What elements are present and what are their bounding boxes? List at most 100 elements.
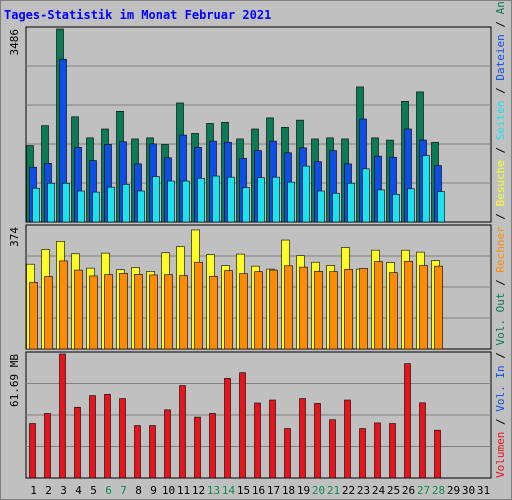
bar-rechner-day-22 — [344, 269, 353, 350]
bar-volumen-day-23 — [359, 428, 366, 479]
bar-volumen-day-5 — [89, 395, 96, 479]
x-tick-29: 29 — [447, 484, 460, 497]
bar-rechner-day-10 — [164, 274, 173, 350]
bar-seiten-day-16 — [257, 177, 265, 223]
bar-volumen-day-9 — [149, 425, 156, 479]
x-tick-16: 16 — [252, 484, 265, 497]
bar-seiten-day-4 — [77, 190, 85, 223]
bar-seiten-day-23 — [362, 168, 370, 223]
x-tick-10: 10 — [162, 484, 175, 497]
bar-seiten-day-19 — [302, 165, 310, 223]
bar-seiten-day-2 — [47, 182, 55, 223]
x-tick-25: 25 — [387, 484, 400, 497]
x-tick-11: 11 — [177, 484, 190, 497]
bar-seiten-day-22 — [347, 182, 355, 223]
right-legend-item: Rechner — [494, 226, 507, 273]
right-legend-item: / — [494, 140, 507, 160]
x-tick-30: 30 — [462, 484, 475, 497]
bar-rechner-day-5 — [89, 275, 98, 350]
x-tick-28: 28 — [432, 484, 445, 497]
bar-seiten-day-18 — [287, 181, 295, 223]
x-tick-19: 19 — [297, 484, 310, 497]
bar-volumen-day-16 — [254, 402, 261, 479]
bar-seiten-day-3 — [62, 182, 70, 223]
bar-seiten-day-11 — [182, 180, 190, 223]
x-tick-5: 5 — [90, 484, 97, 497]
bar-rechner-day-11 — [179, 275, 188, 350]
bar-volumen-day-21 — [329, 419, 336, 479]
bar-rechner-day-9 — [149, 274, 158, 350]
bar-rechner-day-13 — [209, 275, 218, 350]
x-tick-20: 20 — [312, 484, 325, 497]
x-tick-17: 17 — [267, 484, 280, 497]
bar-volumen-day-11 — [179, 385, 186, 479]
bar-rechner-day-6 — [104, 274, 113, 350]
right-legend: Volumen / Vol. In / Vol. Out / Rechner /… — [494, 0, 507, 478]
y-max-label-hits: 3486 — [8, 29, 21, 56]
x-tick-24: 24 — [372, 484, 386, 497]
x-tick-12: 12 — [192, 484, 205, 497]
bar-rechner-day-4 — [74, 269, 83, 350]
bar-seiten-day-17 — [272, 176, 280, 223]
right-legend-item: / — [494, 412, 507, 432]
bar-volumen-day-1 — [29, 423, 36, 479]
right-legend-item: / — [494, 81, 507, 101]
bar-volumen-day-20 — [314, 403, 321, 479]
bar-seiten-day-15 — [242, 187, 250, 223]
bar-seiten-day-25 — [392, 194, 400, 223]
bar-volumen-day-15 — [239, 372, 246, 479]
x-tick-22: 22 — [342, 484, 355, 497]
right-legend-item: Vol. In — [494, 365, 507, 411]
x-tick-3: 3 — [60, 484, 67, 497]
bar-seiten-day-20 — [317, 190, 325, 223]
x-tick-13: 13 — [207, 484, 220, 497]
bar-volumen-day-26 — [404, 363, 411, 479]
bar-seiten-day-14 — [227, 176, 235, 223]
x-tick-15: 15 — [237, 484, 250, 497]
bar-volumen-day-13 — [209, 413, 216, 479]
bar-volumen-day-14 — [224, 378, 231, 479]
bar-rechner-day-2 — [44, 276, 53, 350]
bar-rechner-day-15 — [239, 273, 248, 350]
bar-rechner-day-24 — [374, 261, 383, 350]
x-tick-1: 1 — [30, 484, 37, 497]
bar-volumen-day-22 — [344, 399, 351, 479]
bar-seiten-day-13 — [212, 175, 220, 223]
bar-volumen-day-3 — [59, 353, 66, 479]
bar-seiten-day-5 — [92, 191, 100, 223]
bar-seiten-day-10 — [167, 180, 175, 223]
x-tick-26: 26 — [402, 484, 415, 497]
bar-rechner-day-14 — [224, 270, 233, 350]
bar-volumen-day-18 — [284, 428, 291, 479]
x-tick-31: 31 — [477, 484, 490, 497]
x-tick-8: 8 — [135, 484, 142, 497]
bar-seiten-day-26 — [407, 188, 415, 223]
bar-rechner-day-18 — [284, 265, 293, 350]
bar-seiten-day-21 — [332, 192, 340, 223]
x-tick-27: 27 — [417, 484, 430, 497]
bar-volumen-day-10 — [164, 409, 171, 479]
x-tick-21: 21 — [327, 484, 340, 497]
bar-seiten-day-6 — [107, 186, 115, 223]
x-tick-2: 2 — [45, 484, 52, 497]
bar-rechner-day-7 — [119, 273, 128, 350]
bar-rechner-day-20 — [314, 271, 323, 350]
bar-seiten-day-7 — [122, 184, 130, 223]
right-legend-item: Volumen — [494, 432, 507, 478]
bar-rechner-day-19 — [299, 266, 308, 350]
bar-volumen-day-2 — [44, 413, 51, 479]
x-tick-14: 14 — [222, 484, 236, 497]
bar-volumen-day-6 — [104, 394, 111, 479]
bar-volumen-day-24 — [374, 422, 381, 479]
bar-seiten-day-1 — [32, 187, 40, 223]
bar-volumen-day-27 — [419, 402, 426, 479]
right-legend-item: Vol. Out — [494, 293, 507, 346]
bar-seiten-day-9 — [152, 176, 160, 223]
y-max-label-visits: 374 — [8, 227, 21, 247]
right-legend-item: / — [494, 14, 507, 34]
bar-rechner-day-3 — [59, 260, 68, 350]
bar-volumen-day-4 — [74, 406, 81, 479]
bar-seiten-day-28 — [437, 191, 445, 223]
bar-rechner-day-17 — [269, 269, 278, 350]
